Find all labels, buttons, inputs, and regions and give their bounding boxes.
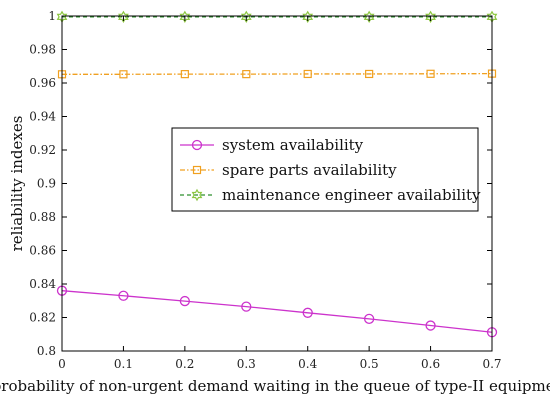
x-tick-label: 0.2	[175, 357, 194, 371]
legend-box	[171, 127, 479, 212]
y-axis-label: reliability indexes	[8, 116, 26, 252]
legend-label-maintenance-engineer-availability: maintenance engineer availability	[222, 186, 481, 204]
data-point-system-availability	[363, 313, 375, 324]
data-point-spare-parts-availability	[426, 69, 435, 78]
x-tick-label: 0.6	[421, 357, 440, 371]
y-tick-label: 0.8	[37, 344, 56, 358]
legend-marker-system-availability	[191, 139, 203, 151]
data-point-maintenance-engineer-availability	[302, 10, 314, 24]
data-point-spare-parts-availability	[365, 69, 374, 79]
data-point-system-availability	[425, 320, 436, 331]
data-point-spare-parts-availability	[119, 70, 128, 79]
y-tick-label: 0.96	[29, 76, 56, 90]
legend-label-system-availability: system availability	[222, 136, 364, 154]
x-tick-label: 0	[58, 357, 66, 371]
data-point-spare-parts-availability	[180, 70, 189, 79]
data-point-maintenance-engineer-availability	[240, 10, 252, 24]
data-point-maintenance-engineer-availability	[179, 10, 191, 24]
y-tick-label: 0.84	[29, 277, 56, 291]
data-point-system-availability	[179, 295, 191, 307]
legend-marker-maintenance-engineer-availability	[191, 188, 203, 202]
x-tick-label: 0.3	[237, 357, 256, 371]
y-tick-label: 0.82	[29, 311, 56, 325]
series-line-system-availability	[61, 290, 493, 333]
y-tick-label: 0.86	[29, 244, 56, 258]
legend-marker-spare-parts-availability	[192, 165, 202, 175]
data-point-system-availability	[118, 290, 129, 301]
y-tick-label: 0.88	[29, 210, 56, 224]
data-point-system-availability	[241, 301, 252, 312]
data-point-spare-parts-availability	[303, 69, 312, 79]
data-point-spare-parts-availability	[242, 70, 251, 79]
y-tick-label: 0.94	[29, 110, 56, 124]
y-tick-label: 0.98	[29, 43, 56, 57]
x-tick-label: 0.7	[482, 357, 501, 371]
y-tick-label: 0.92	[29, 143, 56, 157]
x-axis-label: probability of non-urgent demand waiting…	[0, 377, 550, 395]
series-system-availability	[56, 285, 498, 338]
data-point-maintenance-engineer-availability	[425, 10, 436, 24]
series-spare-parts-availability	[57, 69, 497, 79]
x-tick-label: 0.1	[114, 357, 133, 371]
x-tick-label: 0.5	[360, 357, 379, 371]
x-tick-label: 0.4	[298, 357, 317, 371]
legend-label-spare-parts-availability: spare parts availability	[222, 161, 397, 179]
data-point-system-availability	[302, 307, 313, 318]
y-tick-label: 0.9	[37, 177, 56, 191]
legend: system availability spare parts availabil…	[171, 127, 481, 212]
series-line-spare-parts-availability	[62, 72, 493, 75]
data-point-maintenance-engineer-availability	[363, 10, 375, 24]
y-tick-label: 1	[48, 9, 56, 23]
data-point-maintenance-engineer-availability	[118, 10, 129, 24]
